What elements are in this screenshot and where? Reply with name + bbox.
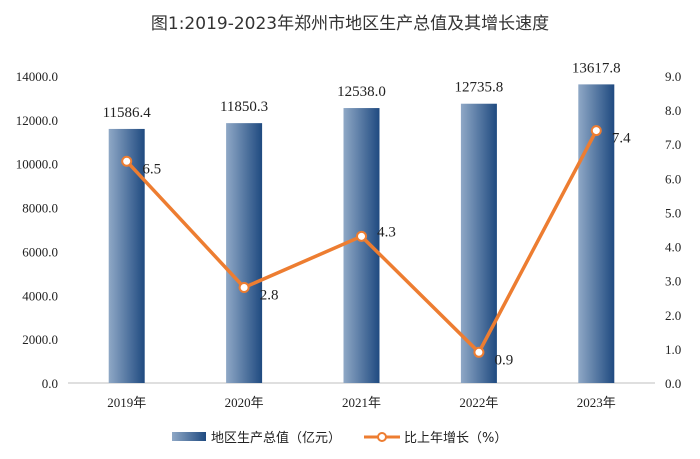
growth-point-2022年 <box>473 346 485 358</box>
bar-data-label: 12538.0 <box>337 84 386 100</box>
x-tick-label: 2022年 <box>459 395 498 410</box>
line-data-label: 6.5 <box>142 161 161 177</box>
legend-line-label: 比上年增长（%） <box>404 431 507 446</box>
bar-2022年 <box>460 103 497 383</box>
legend: 地区生产总值（亿元） 比上年增长（%） <box>172 430 507 446</box>
bar-data-label: 11586.4 <box>103 105 152 121</box>
line-data-label: 2.8 <box>260 287 279 303</box>
bar-2020年 <box>226 123 263 384</box>
y-left-tick-label: 10000.0 <box>16 157 58 172</box>
growth-point-2019年 <box>121 155 133 167</box>
y-right-tick-label: 2.0 <box>665 308 681 323</box>
line-data-label: 0.9 <box>495 352 514 368</box>
legend-line-marker <box>377 432 387 442</box>
growth-point-2020年 <box>238 281 250 293</box>
y-right-tick-label: 6.0 <box>665 171 681 186</box>
bar-2019年 <box>108 128 145 383</box>
line-data-label: 4.3 <box>377 224 396 240</box>
y-left-tick-label: 2000.0 <box>22 332 58 347</box>
y-left-tick-label: 8000.0 <box>22 201 58 216</box>
y-right-tick-label: 9.0 <box>665 69 681 84</box>
growth-point-2021年 <box>356 230 367 242</box>
bar-data-label: 13617.8 <box>572 60 621 76</box>
growth-point-2023年 <box>590 125 602 137</box>
y-right-tick-label: 5.0 <box>665 205 681 220</box>
y-right-tick-label: 1.0 <box>665 342 681 357</box>
x-tick-label: 2021年 <box>342 395 381 410</box>
y-right-tick-label: 4.0 <box>665 240 681 255</box>
legend-bar-label: 地区生产总值（亿元） <box>211 430 341 446</box>
line-data-label: 7.4 <box>612 131 631 147</box>
x-tick-label: 2023年 <box>577 395 616 410</box>
y-right-tick-label: 0.0 <box>665 376 681 391</box>
x-tick-label: 2019年 <box>107 395 146 410</box>
y-left-tick-label: 6000.0 <box>22 244 58 259</box>
bar-data-label: 11850.3 <box>220 99 268 115</box>
bar-data-label: 12735.8 <box>455 80 504 96</box>
bar-2021年 <box>343 108 380 383</box>
y-right-tick-label: 3.0 <box>665 274 681 289</box>
x-tick-label: 2020年 <box>225 395 264 410</box>
y-left-tick-label: 0.0 <box>42 376 58 391</box>
y-right-tick-label: 8.0 <box>665 103 681 118</box>
chart-title: 图1:2019-2023年郑州市地区生产总值及其增长速度 <box>151 14 549 34</box>
y-left-tick-label: 14000.0 <box>16 69 58 84</box>
y-left-tick-label: 4000.0 <box>22 288 58 303</box>
legend-bar-swatch <box>172 432 206 441</box>
y-left-tick-label: 12000.0 <box>16 113 58 128</box>
y-right-tick-label: 7.0 <box>665 137 681 152</box>
